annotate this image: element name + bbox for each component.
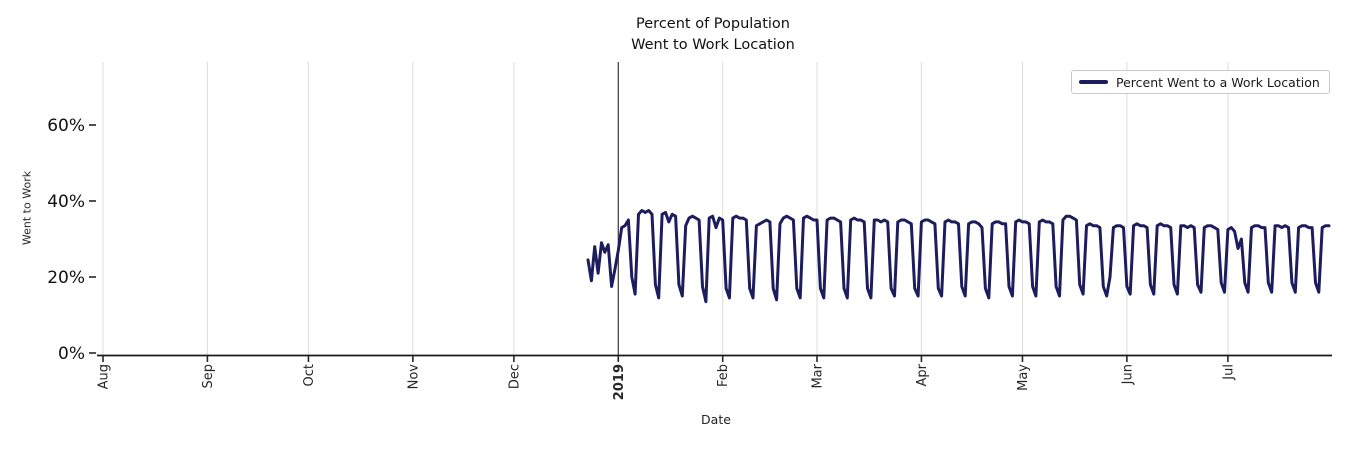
x-tick-label: Dec <box>507 364 522 389</box>
percent-went-to-work-line <box>586 209 1331 304</box>
x-tick-label: Sep <box>201 364 216 389</box>
x-axis-label: Date <box>701 412 731 427</box>
x-tick-label: Mar <box>811 363 826 388</box>
chart-title-line2: Went to Work Location <box>631 37 795 53</box>
y-axis-label: Went to Work <box>20 170 34 246</box>
x-tick-label: Feb <box>716 364 731 387</box>
y-tick-label: 40% <box>47 192 85 212</box>
y-tick-label: 0% <box>58 344 85 364</box>
x-tick-label: Nov <box>406 364 421 390</box>
x-tick-label: May <box>1016 364 1031 391</box>
x-tick-label: 2019 <box>612 364 627 400</box>
x-tick-label: Apr <box>915 363 930 386</box>
y-tick-label: 20% <box>47 268 85 288</box>
x-tick-label: Jun <box>1120 364 1135 385</box>
y-tick-label: 60% <box>47 116 85 136</box>
x-tick-label: Aug <box>97 364 112 389</box>
legend-box: Percent Went to a Work Location <box>1071 70 1330 94</box>
x-tick-label: Oct <box>302 364 317 386</box>
legend-label: Percent Went to a Work Location <box>1116 74 1320 90</box>
legend-line-swatch-icon <box>1079 80 1108 84</box>
chart-title: Percent of Population Went to Work Locat… <box>631 14 795 56</box>
x-tick-label: Jul <box>1221 364 1236 381</box>
chart-title-line1: Percent of Population <box>636 16 790 32</box>
